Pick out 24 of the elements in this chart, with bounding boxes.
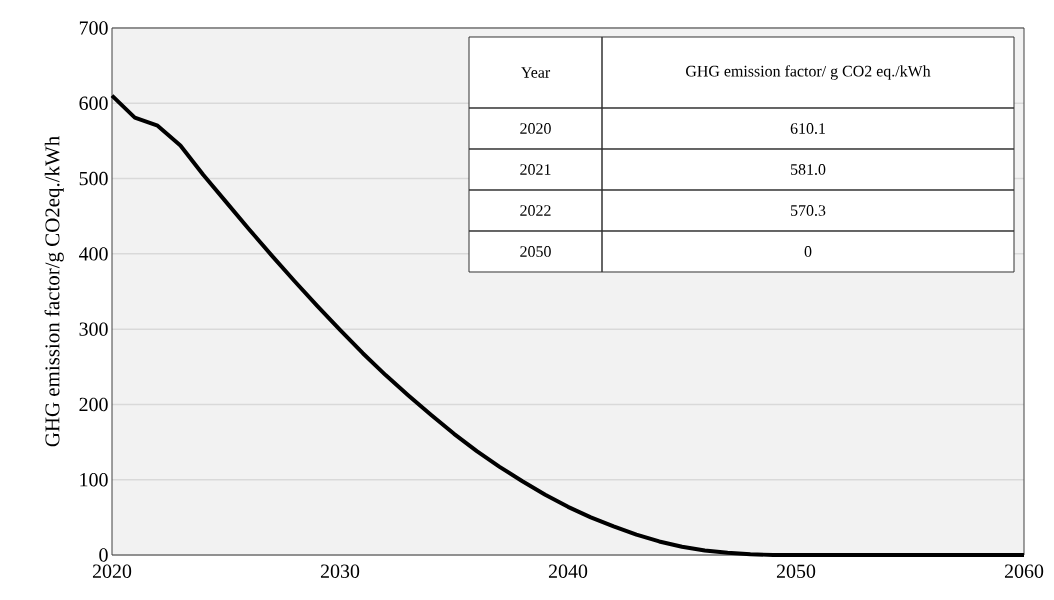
annotation: 2021 xyxy=(520,164,551,175)
annotation: 2050 xyxy=(520,246,551,257)
x-tick-label: 2050 xyxy=(776,564,816,578)
annotation: 581.0 xyxy=(791,164,826,175)
y-tick-label: 600 xyxy=(79,96,108,110)
annotation: GHG emission factor/ g CO2 eq./kWh xyxy=(686,65,931,80)
x-tick-label: 2030 xyxy=(320,564,360,578)
annotation: 610.1 xyxy=(790,123,825,134)
annotation: 2020 xyxy=(520,123,551,134)
y-tick-label: 200 xyxy=(79,397,108,412)
annotation: 0 xyxy=(804,246,812,257)
y-tick-label: 500 xyxy=(79,171,108,186)
x-tick-label: 2040 xyxy=(548,564,588,578)
x-tick-label: 2060 xyxy=(1004,564,1044,578)
annotation: 570.3 xyxy=(791,205,826,216)
y-tick-label: 700 xyxy=(79,21,108,35)
y-axis-title: GHG emission factor/g CO2eq./kWh xyxy=(44,136,64,447)
annotation: Year xyxy=(520,67,551,78)
annotation: 2022 xyxy=(520,205,551,216)
y-tick-label: 0 xyxy=(99,548,108,562)
y-tick-label: 400 xyxy=(78,247,108,261)
y-tick-label: 300 xyxy=(79,322,108,336)
x-tick-label: 2020 xyxy=(92,564,132,578)
y-tick-label: 100 xyxy=(80,472,108,487)
